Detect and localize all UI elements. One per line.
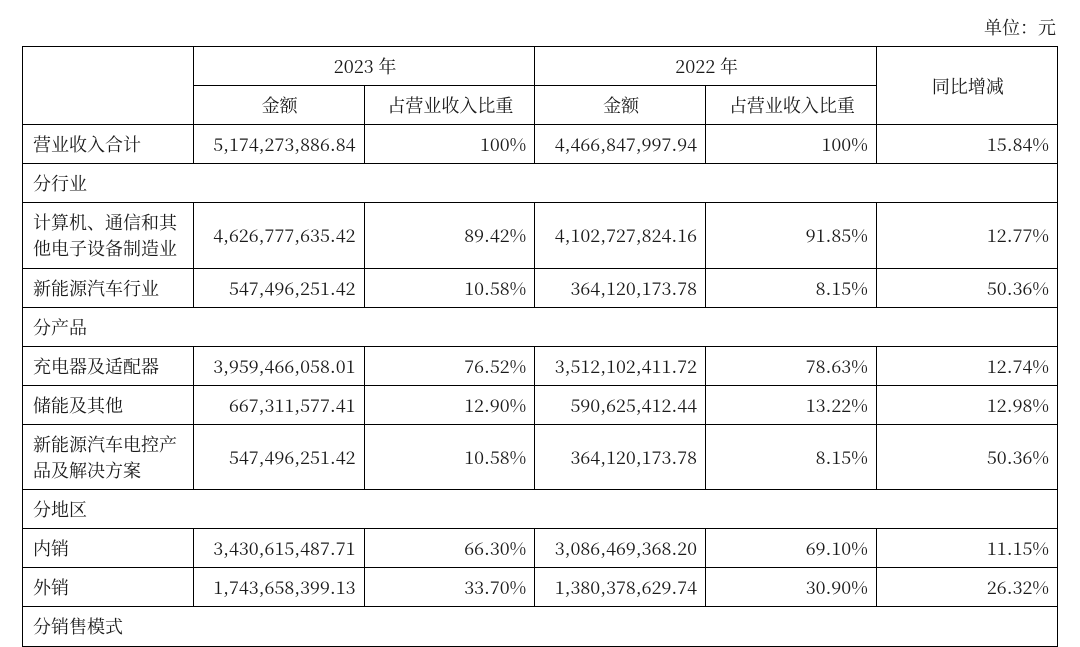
cell-yoy: 26.32%: [876, 568, 1057, 607]
header-pct-2023: 占营业收入比重: [364, 86, 535, 125]
cell-amt22: 4,102,727,824.16: [535, 203, 706, 268]
cell-yoy: 12.98%: [876, 385, 1057, 424]
row-total-revenue: 营业收入合计 5,174,273,886.84 100% 4,466,847,9…: [23, 125, 1058, 164]
cell-label: 新能源汽车行业: [23, 268, 194, 307]
header-pct-2022: 占营业收入比重: [706, 86, 877, 125]
section-label: 分销售模式: [23, 607, 1058, 646]
cell-amt22: 4,466,847,997.94: [535, 125, 706, 164]
header-amount-2023: 金额: [193, 86, 364, 125]
section-label: 分产品: [23, 307, 1058, 346]
row-product-storage: 储能及其他 667,311,577.41 12.90% 590,625,412.…: [23, 385, 1058, 424]
cell-label: 储能及其他: [23, 385, 194, 424]
revenue-breakdown-table: 2023 年 2022 年 同比增减 金额 占营业收入比重 金额 占营业收入比重…: [22, 46, 1058, 647]
cell-pct23: 33.70%: [364, 568, 535, 607]
cell-yoy: 11.15%: [876, 529, 1057, 568]
cell-label: 新能源汽车电控产品及解决方案: [23, 424, 194, 489]
cell-amt22: 3,086,469,368.20: [535, 529, 706, 568]
cell-pct22: 69.10%: [706, 529, 877, 568]
cell-amt23: 547,496,251.42: [193, 268, 364, 307]
cell-yoy: 50.36%: [876, 424, 1057, 489]
section-label: 分地区: [23, 490, 1058, 529]
section-industry: 分行业: [23, 164, 1058, 203]
cell-amt22: 590,625,412.44: [535, 385, 706, 424]
section-label: 分行业: [23, 164, 1058, 203]
header-blank: [23, 47, 194, 125]
cell-amt22: 364,120,173.78: [535, 268, 706, 307]
cell-amt23: 667,311,577.41: [193, 385, 364, 424]
cell-amt23: 3,959,466,058.01: [193, 346, 364, 385]
section-product: 分产品: [23, 307, 1058, 346]
header-year-2022: 2022 年: [535, 47, 877, 86]
cell-amt23: 547,496,251.42: [193, 424, 364, 489]
cell-pct23: 100%: [364, 125, 535, 164]
row-region-domestic: 内销 3,430,615,487.71 66.30% 3,086,469,368…: [23, 529, 1058, 568]
cell-label: 营业收入合计: [23, 125, 194, 164]
cell-amt22: 3,512,102,411.72: [535, 346, 706, 385]
cell-yoy: 15.84%: [876, 125, 1057, 164]
row-product-charger: 充电器及适配器 3,959,466,058.01 76.52% 3,512,10…: [23, 346, 1058, 385]
cell-amt23: 4,626,777,635.42: [193, 203, 364, 268]
row-region-export: 外销 1,743,658,399.13 33.70% 1,380,378,629…: [23, 568, 1058, 607]
cell-pct22: 100%: [706, 125, 877, 164]
cell-amt22: 364,120,173.78: [535, 424, 706, 489]
cell-label: 外销: [23, 568, 194, 607]
cell-amt23: 3,430,615,487.71: [193, 529, 364, 568]
cell-yoy: 50.36%: [876, 268, 1057, 307]
header-year-2023: 2023 年: [193, 47, 535, 86]
cell-pct22: 78.63%: [706, 346, 877, 385]
cell-yoy: 12.77%: [876, 203, 1057, 268]
cell-amt23: 5,174,273,886.84: [193, 125, 364, 164]
cell-amt22: 1,380,378,629.74: [535, 568, 706, 607]
cell-yoy: 12.74%: [876, 346, 1057, 385]
header-amount-2022: 金额: [535, 86, 706, 125]
cell-pct23: 10.58%: [364, 424, 535, 489]
cell-pct22: 13.22%: [706, 385, 877, 424]
cell-label: 内销: [23, 529, 194, 568]
cell-pct23: 89.42%: [364, 203, 535, 268]
cell-pct23: 10.58%: [364, 268, 535, 307]
unit-text: 单位：元: [22, 14, 1058, 40]
row-industry-nev: 新能源汽车行业 547,496,251.42 10.58% 364,120,17…: [23, 268, 1058, 307]
cell-pct22: 91.85%: [706, 203, 877, 268]
header-yoy: 同比增减: [876, 47, 1057, 125]
section-region: 分地区: [23, 490, 1058, 529]
row-industry-comm-elec: 计算机、通信和其他电子设备制造业 4,626,777,635.42 89.42%…: [23, 203, 1058, 268]
cell-pct22: 30.90%: [706, 568, 877, 607]
cell-amt23: 1,743,658,399.13: [193, 568, 364, 607]
row-product-nev-ctrl: 新能源汽车电控产品及解决方案 547,496,251.42 10.58% 364…: [23, 424, 1058, 489]
cell-pct23: 66.30%: [364, 529, 535, 568]
cell-label: 计算机、通信和其他电子设备制造业: [23, 203, 194, 268]
cell-pct22: 8.15%: [706, 268, 877, 307]
cell-pct22: 8.15%: [706, 424, 877, 489]
section-salesmode: 分销售模式: [23, 607, 1058, 646]
cell-pct23: 76.52%: [364, 346, 535, 385]
cell-pct23: 12.90%: [364, 385, 535, 424]
cell-label: 充电器及适配器: [23, 346, 194, 385]
